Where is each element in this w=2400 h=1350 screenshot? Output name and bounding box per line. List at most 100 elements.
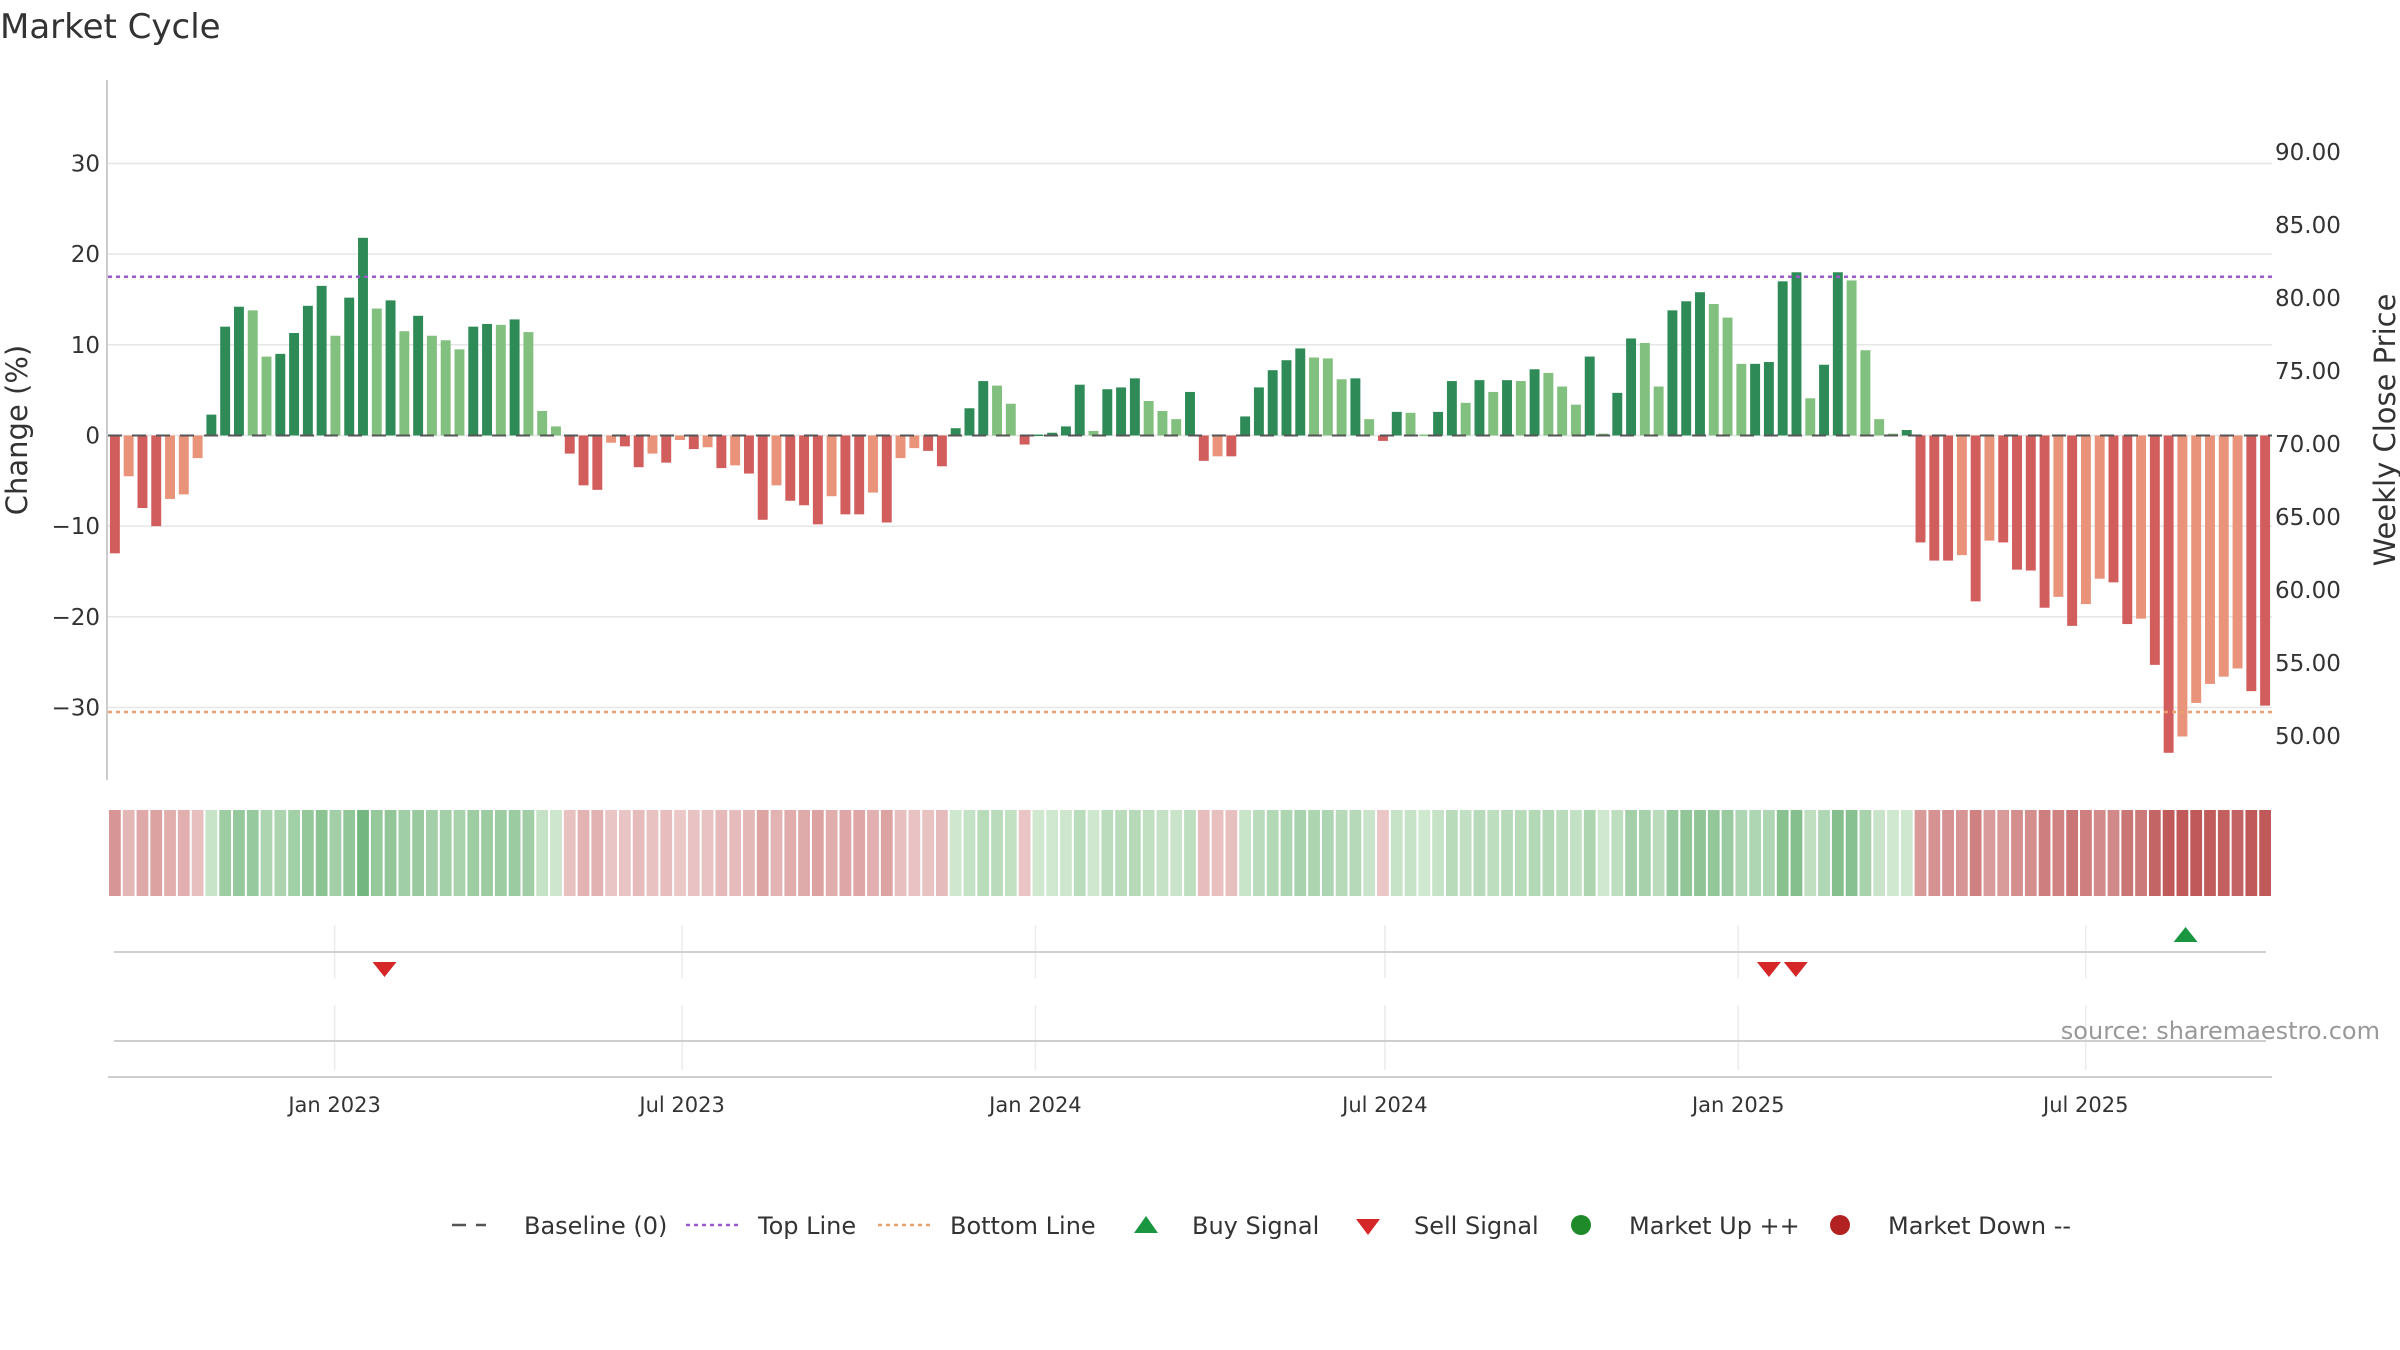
- bar: [936, 435, 947, 467]
- heat-cell: [288, 810, 300, 896]
- legend-item: Baseline (0): [452, 1212, 667, 1240]
- heat-cell: [1501, 810, 1513, 896]
- bar: [426, 335, 437, 436]
- heat-cell: [1928, 810, 1941, 896]
- bar: [550, 426, 561, 436]
- heat-cell: [811, 810, 824, 896]
- bar: [2232, 435, 2243, 669]
- bar: [1929, 435, 1940, 561]
- bar: [399, 331, 410, 436]
- bar: [1557, 386, 1568, 436]
- heat-cell: [1955, 810, 1968, 896]
- heat-cell: [1652, 810, 1665, 896]
- legend-label: Buy Signal: [1192, 1212, 1319, 1240]
- right-tick-label: 65.00: [2275, 505, 2341, 531]
- heat-cell: [784, 810, 797, 896]
- heat-cell: [357, 810, 369, 896]
- sell-signal-icon: [1783, 962, 1808, 977]
- heat-cell: [853, 810, 866, 896]
- bar: [868, 435, 878, 493]
- bar: [1819, 364, 1830, 436]
- heat-cell: [412, 810, 425, 896]
- bar: [1240, 416, 1251, 436]
- x-tick-label: Jan 2025: [1690, 1093, 1785, 1117]
- heat-cell: [1514, 810, 1527, 896]
- bar: [564, 435, 575, 454]
- bar: [1750, 363, 1761, 436]
- heat-cell: [1597, 810, 1610, 896]
- heat-cell: [591, 810, 604, 896]
- bar: [289, 333, 300, 436]
- heat-cell: [1887, 810, 1899, 896]
- heat-cell: [177, 810, 190, 896]
- bar: [1212, 435, 1223, 457]
- bar: [1433, 411, 1444, 436]
- heat-cell: [1142, 810, 1155, 896]
- bar: [1984, 435, 1995, 541]
- heat-cell: [494, 810, 507, 896]
- legend-label: Market Up ++: [1629, 1212, 1800, 1240]
- buy-signal-icon: [2173, 927, 2198, 942]
- heat-cell: [618, 810, 631, 896]
- heat-cell: [839, 810, 852, 896]
- bar: [675, 435, 685, 440]
- heat-cell: [729, 810, 742, 896]
- heat-cell: [1804, 810, 1817, 896]
- heat-cell: [1432, 810, 1444, 896]
- bar: [206, 414, 217, 436]
- bar: [2122, 435, 2133, 625]
- heat-cell: [109, 810, 121, 896]
- left-tick-label: −20: [51, 605, 100, 631]
- heat-cell: [150, 810, 163, 896]
- bar: [1860, 350, 1871, 436]
- heat-cell: [936, 810, 948, 896]
- bar: [1378, 435, 1388, 441]
- heat-cell: [1459, 810, 1472, 896]
- heat-cell: [1073, 810, 1086, 896]
- heat-cell: [1128, 810, 1141, 896]
- bar: [1722, 317, 1733, 436]
- heat-cell: [2121, 810, 2134, 896]
- left-tick-label: −10: [51, 514, 100, 540]
- heat-cell: [536, 810, 549, 896]
- bar: [385, 300, 396, 436]
- legend-label: Market Down --: [1888, 1212, 2071, 1240]
- heat-cell: [1735, 810, 1748, 896]
- bar: [1695, 292, 1705, 436]
- heat-cell: [219, 810, 232, 896]
- heat-cell: [1900, 810, 1913, 896]
- heat-cell: [205, 810, 218, 896]
- bar: [1488, 391, 1499, 436]
- heat-cell: [577, 810, 590, 896]
- bar: [1309, 357, 1320, 436]
- heat-cell: [1004, 810, 1017, 896]
- heat-cell: [508, 810, 521, 896]
- left-y-axis: 30 20 10 0 −10 −20 −30: [51, 80, 108, 780]
- bar: [826, 435, 837, 497]
- heat-cell: [646, 810, 659, 896]
- legend-circle-icon: [1830, 1215, 1850, 1235]
- heat-cell: [191, 810, 204, 896]
- heat-cell: [1253, 810, 1265, 896]
- bar: [220, 326, 231, 436]
- x-tick-label: Jan 2023: [286, 1093, 381, 1117]
- heat-cell: [1211, 810, 1224, 896]
- bar: [413, 315, 424, 436]
- heat-cell: [1638, 810, 1651, 896]
- bar: [358, 237, 368, 436]
- bar: [1143, 401, 1154, 436]
- bar: [1336, 379, 1347, 436]
- legend: Baseline (0) Top Line Bottom Line Buy Signa…: [452, 1212, 2071, 1240]
- bar: [137, 435, 148, 508]
- bar: [1281, 360, 1292, 436]
- heat-cell: [2217, 810, 2230, 896]
- heat-cell: [522, 810, 535, 896]
- legend-item: Market Down --: [1830, 1212, 2071, 1240]
- reference-lines: [108, 275, 2272, 714]
- heat-cell: [1859, 810, 1872, 896]
- heat-cell: [1156, 810, 1169, 896]
- bar: [1667, 310, 1678, 436]
- right-tick-label: 60.00: [2275, 578, 2341, 604]
- bar: [812, 435, 823, 525]
- heat-cell: [1239, 810, 1252, 896]
